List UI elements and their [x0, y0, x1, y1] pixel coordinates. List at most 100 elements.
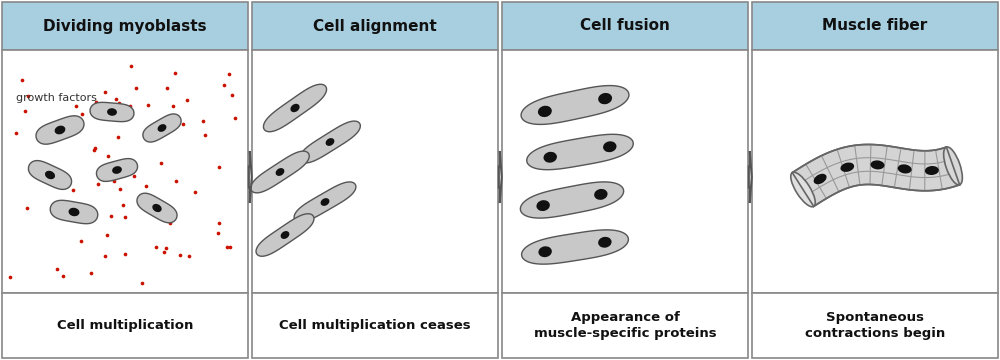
Point: [216, 82, 232, 88]
Polygon shape: [749, 151, 752, 203]
Point: [111, 100, 127, 106]
Point: [117, 215, 133, 220]
Point: [122, 106, 138, 112]
Point: [14, 77, 30, 83]
Point: [172, 252, 188, 258]
Point: [224, 92, 240, 98]
Bar: [752, 50, 998, 293]
Polygon shape: [137, 193, 177, 223]
Point: [221, 71, 237, 77]
Point: [211, 220, 227, 226]
Ellipse shape: [326, 138, 334, 146]
Point: [19, 205, 35, 211]
Point: [20, 93, 36, 99]
Ellipse shape: [594, 189, 608, 200]
Point: [156, 249, 172, 255]
Point: [8, 130, 24, 136]
Point: [140, 102, 156, 108]
Polygon shape: [522, 230, 628, 264]
Point: [153, 160, 169, 166]
Ellipse shape: [603, 141, 616, 152]
Point: [23, 162, 39, 168]
Polygon shape: [50, 200, 98, 224]
Polygon shape: [251, 151, 309, 193]
Polygon shape: [28, 161, 72, 189]
Point: [187, 189, 203, 194]
Point: [197, 132, 213, 138]
Polygon shape: [143, 114, 181, 142]
Bar: [2, 2, 248, 50]
Point: [64, 209, 80, 215]
Ellipse shape: [276, 168, 284, 176]
Ellipse shape: [55, 126, 65, 134]
Polygon shape: [499, 151, 502, 203]
Point: [97, 253, 113, 259]
Point: [56, 120, 72, 126]
Point: [44, 134, 60, 140]
Ellipse shape: [112, 166, 122, 174]
Ellipse shape: [152, 204, 162, 212]
Ellipse shape: [598, 237, 612, 248]
Point: [123, 63, 139, 68]
Ellipse shape: [538, 246, 552, 257]
Point: [117, 251, 133, 257]
Polygon shape: [300, 121, 360, 163]
Point: [148, 244, 164, 250]
Bar: [752, 293, 998, 358]
Ellipse shape: [45, 171, 55, 179]
Ellipse shape: [107, 108, 117, 116]
Point: [73, 238, 89, 243]
Point: [115, 202, 131, 207]
Point: [159, 85, 175, 91]
Text: Spontaneous
contractions begin: Spontaneous contractions begin: [805, 311, 945, 339]
Text: Appearance of
muscle-specific proteins: Appearance of muscle-specific proteins: [534, 311, 716, 339]
Point: [195, 118, 211, 124]
Point: [138, 183, 154, 189]
Point: [126, 173, 142, 179]
Point: [122, 103, 138, 109]
Point: [55, 273, 71, 279]
Point: [158, 245, 174, 251]
Polygon shape: [521, 86, 629, 125]
Point: [134, 280, 150, 286]
Point: [219, 244, 235, 250]
Text: Cell alignment: Cell alignment: [313, 18, 437, 33]
Text: Muscle fiber: Muscle fiber: [822, 18, 928, 33]
Bar: [502, 293, 748, 358]
Point: [168, 178, 184, 184]
Polygon shape: [256, 214, 314, 256]
Ellipse shape: [321, 198, 329, 206]
Point: [97, 89, 113, 95]
Ellipse shape: [840, 162, 854, 172]
Bar: [502, 2, 748, 50]
Point: [222, 244, 238, 250]
Point: [49, 266, 65, 272]
Point: [108, 96, 124, 102]
Point: [87, 145, 103, 151]
Point: [68, 103, 84, 109]
Polygon shape: [520, 182, 624, 218]
Ellipse shape: [791, 172, 815, 207]
Text: Cell fusion: Cell fusion: [580, 18, 670, 33]
Point: [65, 188, 81, 193]
Point: [106, 107, 122, 113]
Polygon shape: [90, 102, 134, 122]
Ellipse shape: [871, 160, 884, 170]
Ellipse shape: [544, 152, 557, 163]
Bar: [252, 293, 498, 358]
Point: [110, 134, 126, 140]
Point: [211, 165, 227, 170]
Bar: [252, 50, 498, 293]
Polygon shape: [294, 182, 356, 222]
Polygon shape: [263, 84, 327, 132]
Bar: [252, 2, 498, 50]
Point: [99, 232, 115, 238]
Ellipse shape: [898, 165, 912, 174]
Ellipse shape: [944, 147, 962, 185]
Point: [100, 153, 116, 158]
Polygon shape: [792, 144, 960, 206]
Bar: [752, 2, 998, 50]
Point: [103, 213, 119, 219]
Ellipse shape: [536, 200, 550, 211]
Point: [112, 186, 128, 192]
